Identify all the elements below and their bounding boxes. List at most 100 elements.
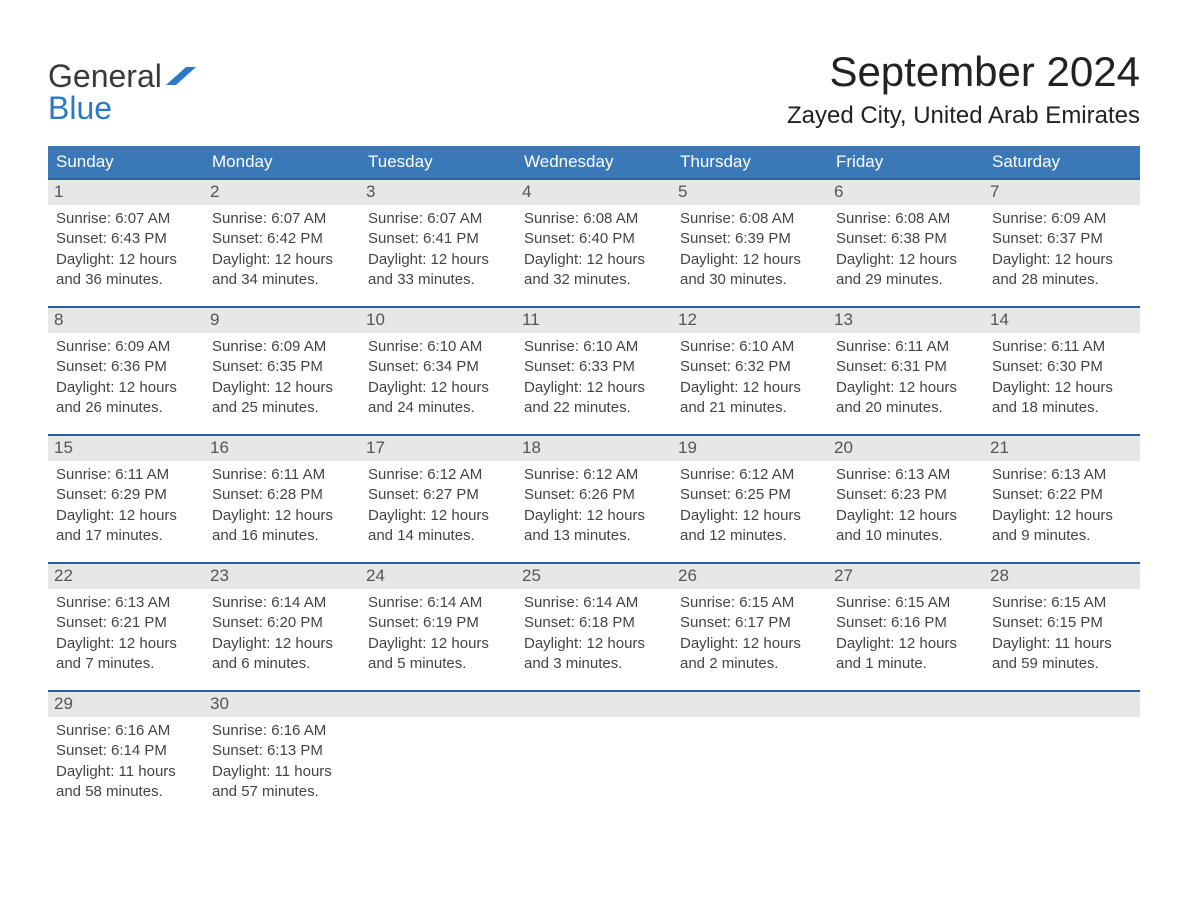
day-details: Sunrise: 6:14 AMSunset: 6:20 PMDaylight:…: [204, 589, 360, 674]
sunrise-text: Sunrise: 6:09 AM: [56, 337, 196, 357]
day-details: Sunrise: 6:07 AMSunset: 6:43 PMDaylight:…: [48, 205, 204, 290]
col-thursday: Thursday: [672, 146, 828, 179]
daylight-text: Daylight: 12 hours and 30 minutes.: [680, 250, 820, 291]
calendar-cell: 26Sunrise: 6:15 AMSunset: 6:17 PMDayligh…: [672, 563, 828, 691]
day-number: 21: [984, 436, 1140, 461]
brand-logo: General Blue: [48, 48, 196, 124]
sunrise-text: Sunrise: 6:10 AM: [680, 337, 820, 357]
daylight-text: Daylight: 12 hours and 13 minutes.: [524, 506, 664, 547]
day-number: 1: [48, 180, 204, 205]
day-number-empty: [672, 692, 828, 717]
daylight-text: Daylight: 12 hours and 34 minutes.: [212, 250, 352, 291]
sunrise-text: Sunrise: 6:07 AM: [56, 209, 196, 229]
calendar-week: 8Sunrise: 6:09 AMSunset: 6:36 PMDaylight…: [48, 307, 1140, 435]
day-number: 20: [828, 436, 984, 461]
sunset-text: Sunset: 6:28 PM: [212, 485, 352, 505]
calendar-cell: 22Sunrise: 6:13 AMSunset: 6:21 PMDayligh…: [48, 563, 204, 691]
calendar-week: 29Sunrise: 6:16 AMSunset: 6:14 PMDayligh…: [48, 691, 1140, 818]
day-number: 23: [204, 564, 360, 589]
calendar-cell: 23Sunrise: 6:14 AMSunset: 6:20 PMDayligh…: [204, 563, 360, 691]
calendar-cell: 11Sunrise: 6:10 AMSunset: 6:33 PMDayligh…: [516, 307, 672, 435]
daylight-text: Daylight: 12 hours and 10 minutes.: [836, 506, 976, 547]
day-number: 10: [360, 308, 516, 333]
daylight-text: Daylight: 12 hours and 17 minutes.: [56, 506, 196, 547]
day-details: Sunrise: 6:12 AMSunset: 6:27 PMDaylight:…: [360, 461, 516, 546]
col-saturday: Saturday: [984, 146, 1140, 179]
sunset-text: Sunset: 6:33 PM: [524, 357, 664, 377]
sunset-text: Sunset: 6:43 PM: [56, 229, 196, 249]
sunrise-text: Sunrise: 6:15 AM: [836, 593, 976, 613]
day-number: 11: [516, 308, 672, 333]
sunrise-text: Sunrise: 6:10 AM: [368, 337, 508, 357]
daylight-text: Daylight: 12 hours and 3 minutes.: [524, 634, 664, 675]
day-number: 8: [48, 308, 204, 333]
day-details: Sunrise: 6:11 AMSunset: 6:31 PMDaylight:…: [828, 333, 984, 418]
month-title: September 2024: [787, 48, 1140, 96]
sunset-text: Sunset: 6:27 PM: [368, 485, 508, 505]
day-details: Sunrise: 6:09 AMSunset: 6:36 PMDaylight:…: [48, 333, 204, 418]
sunset-text: Sunset: 6:20 PM: [212, 613, 352, 633]
day-details: Sunrise: 6:13 AMSunset: 6:21 PMDaylight:…: [48, 589, 204, 674]
calendar-cell: 21Sunrise: 6:13 AMSunset: 6:22 PMDayligh…: [984, 435, 1140, 563]
sunrise-text: Sunrise: 6:16 AM: [212, 721, 352, 741]
day-details: Sunrise: 6:16 AMSunset: 6:13 PMDaylight:…: [204, 717, 360, 802]
calendar-cell: 7Sunrise: 6:09 AMSunset: 6:37 PMDaylight…: [984, 179, 1140, 307]
sunset-text: Sunset: 6:15 PM: [992, 613, 1132, 633]
calendar-cell: [828, 691, 984, 818]
sunset-text: Sunset: 6:41 PM: [368, 229, 508, 249]
calendar-cell: 28Sunrise: 6:15 AMSunset: 6:15 PMDayligh…: [984, 563, 1140, 691]
calendar-cell: [672, 691, 828, 818]
sunrise-text: Sunrise: 6:11 AM: [992, 337, 1132, 357]
calendar-cell: 8Sunrise: 6:09 AMSunset: 6:36 PMDaylight…: [48, 307, 204, 435]
sunrise-text: Sunrise: 6:13 AM: [56, 593, 196, 613]
calendar-cell: 24Sunrise: 6:14 AMSunset: 6:19 PMDayligh…: [360, 563, 516, 691]
calendar-cell: 15Sunrise: 6:11 AMSunset: 6:29 PMDayligh…: [48, 435, 204, 563]
sunset-text: Sunset: 6:19 PM: [368, 613, 508, 633]
day-number: 28: [984, 564, 1140, 589]
day-details: Sunrise: 6:16 AMSunset: 6:14 PMDaylight:…: [48, 717, 204, 802]
daylight-text: Daylight: 12 hours and 26 minutes.: [56, 378, 196, 419]
calendar-cell: 5Sunrise: 6:08 AMSunset: 6:39 PMDaylight…: [672, 179, 828, 307]
sunrise-text: Sunrise: 6:11 AM: [212, 465, 352, 485]
calendar-cell: 17Sunrise: 6:12 AMSunset: 6:27 PMDayligh…: [360, 435, 516, 563]
sunrise-text: Sunrise: 6:10 AM: [524, 337, 664, 357]
daylight-text: Daylight: 12 hours and 24 minutes.: [368, 378, 508, 419]
sunrise-text: Sunrise: 6:14 AM: [524, 593, 664, 613]
col-tuesday: Tuesday: [360, 146, 516, 179]
calendar-cell: [516, 691, 672, 818]
sunrise-text: Sunrise: 6:14 AM: [212, 593, 352, 613]
location-subtitle: Zayed City, United Arab Emirates: [787, 102, 1140, 130]
col-wednesday: Wednesday: [516, 146, 672, 179]
day-details: Sunrise: 6:10 AMSunset: 6:32 PMDaylight:…: [672, 333, 828, 418]
daylight-text: Daylight: 11 hours and 59 minutes.: [992, 634, 1132, 675]
calendar-cell: 27Sunrise: 6:15 AMSunset: 6:16 PMDayligh…: [828, 563, 984, 691]
day-details: Sunrise: 6:09 AMSunset: 6:37 PMDaylight:…: [984, 205, 1140, 290]
day-number: 9: [204, 308, 360, 333]
calendar-cell: 25Sunrise: 6:14 AMSunset: 6:18 PMDayligh…: [516, 563, 672, 691]
day-number-empty: [828, 692, 984, 717]
day-details: Sunrise: 6:07 AMSunset: 6:41 PMDaylight:…: [360, 205, 516, 290]
col-friday: Friday: [828, 146, 984, 179]
daylight-text: Daylight: 11 hours and 58 minutes.: [56, 762, 196, 803]
sunset-text: Sunset: 6:25 PM: [680, 485, 820, 505]
daylight-text: Daylight: 12 hours and 20 minutes.: [836, 378, 976, 419]
day-details: Sunrise: 6:15 AMSunset: 6:17 PMDaylight:…: [672, 589, 828, 674]
day-number: 12: [672, 308, 828, 333]
calendar-header: Sunday Monday Tuesday Wednesday Thursday…: [48, 146, 1140, 179]
day-number: 7: [984, 180, 1140, 205]
day-details: Sunrise: 6:14 AMSunset: 6:19 PMDaylight:…: [360, 589, 516, 674]
daylight-text: Daylight: 12 hours and 25 minutes.: [212, 378, 352, 419]
sunrise-text: Sunrise: 6:11 AM: [56, 465, 196, 485]
sunrise-text: Sunrise: 6:08 AM: [836, 209, 976, 229]
sunset-text: Sunset: 6:32 PM: [680, 357, 820, 377]
day-number: 4: [516, 180, 672, 205]
calendar-body: 1Sunrise: 6:07 AMSunset: 6:43 PMDaylight…: [48, 179, 1140, 818]
day-number-empty: [516, 692, 672, 717]
day-details: Sunrise: 6:14 AMSunset: 6:18 PMDaylight:…: [516, 589, 672, 674]
calendar-week: 1Sunrise: 6:07 AMSunset: 6:43 PMDaylight…: [48, 179, 1140, 307]
day-number: 14: [984, 308, 1140, 333]
sunset-text: Sunset: 6:39 PM: [680, 229, 820, 249]
day-details: Sunrise: 6:10 AMSunset: 6:33 PMDaylight:…: [516, 333, 672, 418]
calendar-cell: 20Sunrise: 6:13 AMSunset: 6:23 PMDayligh…: [828, 435, 984, 563]
day-number: 25: [516, 564, 672, 589]
